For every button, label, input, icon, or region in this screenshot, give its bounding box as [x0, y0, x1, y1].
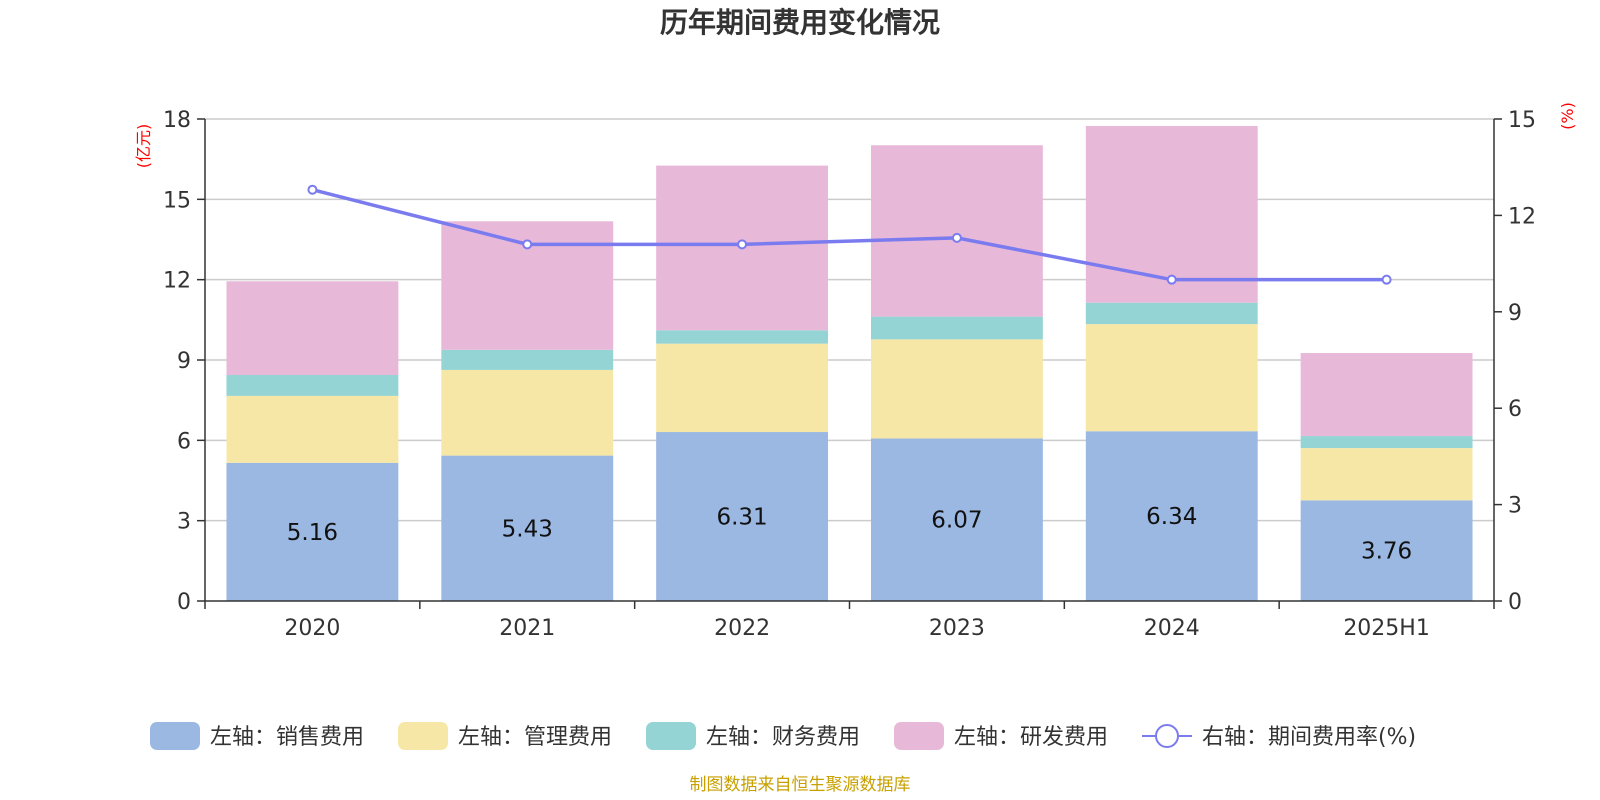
bar-value-label: 3.76 — [1361, 539, 1412, 565]
rate-line — [307, 184, 1392, 285]
grid — [205, 118, 1494, 522]
bar-segment-1 — [1085, 324, 1258, 432]
bar-value-label: 5.43 — [502, 516, 553, 542]
bar-value-label: 6.31 — [716, 505, 767, 531]
left-tick-label: 18 — [163, 108, 191, 133]
legend-swatch — [398, 722, 448, 750]
x-tick-label: 2023 — [929, 616, 985, 641]
bar-segment-2 — [1300, 436, 1473, 449]
right-tick-label: 6 — [1508, 397, 1522, 422]
legend-label: 右轴：期间费用率(%) — [1202, 725, 1416, 750]
rate-point — [1381, 274, 1392, 285]
right-tick-label: 0 — [1508, 590, 1522, 615]
x-tick-label: 2020 — [284, 616, 340, 641]
x-tick-label: 2021 — [499, 616, 555, 641]
legend-swatch — [894, 722, 944, 750]
rate-point — [951, 232, 962, 243]
rate-point — [1166, 274, 1177, 285]
bar-segment-3 — [870, 145, 1043, 317]
bar-segment-2 — [226, 374, 399, 396]
legend-swatch — [646, 722, 696, 750]
bar-segment-3 — [226, 281, 399, 375]
bar-segment-1 — [226, 395, 399, 463]
legend-label: 左轴：研发费用 — [954, 725, 1108, 750]
bar-segment-2 — [1085, 302, 1258, 325]
bar-segment-3 — [1085, 125, 1258, 303]
bar-segment-1 — [656, 343, 829, 433]
bar-segment-0 — [1300, 500, 1473, 601]
left-axis-unit: (亿元) — [134, 124, 153, 169]
bar-segment-0 — [870, 438, 1043, 601]
x-tick-label: 2022 — [714, 616, 770, 641]
bar-segment-2 — [441, 349, 614, 370]
bar-segment-0 — [1085, 431, 1258, 601]
right-tick-label: 15 — [1508, 108, 1536, 133]
bar-value-label: 5.16 — [287, 520, 338, 546]
bar-value-label: 6.34 — [1146, 504, 1197, 530]
right-tick-label: 12 — [1508, 204, 1536, 229]
bar-segment-2 — [656, 330, 829, 344]
legend-line-marker — [1155, 724, 1179, 748]
legend-swatch — [150, 722, 200, 750]
left-tick-label: 12 — [163, 269, 191, 294]
bar-segment-0 — [656, 432, 829, 601]
bar-segment-1 — [870, 339, 1043, 439]
chart-title: 历年期间费用变化情况 — [660, 6, 940, 39]
legend-label: 左轴：财务费用 — [706, 725, 860, 750]
left-tick-label: 15 — [163, 188, 191, 213]
axes: 0 3 6 9 12 15 18 0 3 6 9 12 15 2020 2021 2022 2023 2024 20… — [134, 102, 1577, 641]
bar-segment-0 — [226, 462, 399, 601]
data-labels: 5.16 5.43 6.31 6.07 6.34 3.76 — [287, 504, 1412, 565]
bar-value-label: 6.07 — [931, 508, 982, 534]
left-tick-label: 3 — [177, 510, 191, 535]
x-tick-label: 2024 — [1144, 616, 1200, 641]
bar-segment-1 — [441, 369, 614, 456]
right-tick-label: 9 — [1508, 301, 1522, 326]
rate-point — [737, 239, 748, 250]
rate-line-path — [311, 187, 1387, 282]
legend-label: 左轴：销售费用 — [210, 725, 364, 750]
left-tick-label: 6 — [177, 429, 191, 454]
left-tick-label: 0 — [177, 590, 191, 615]
bar-segment-3 — [1300, 353, 1473, 437]
bar-segment-2 — [870, 316, 1043, 340]
right-tick-label: 3 — [1508, 494, 1522, 519]
legend: 左轴：销售费用 左轴：管理费用 左轴：财务费用 左轴：研发费用 右轴：期间费用率(%) — [150, 722, 1416, 750]
left-tick-label: 9 — [177, 349, 191, 374]
right-axis-unit: (%) — [1558, 102, 1577, 130]
rate-point — [307, 184, 318, 195]
legend-label: 左轴：管理费用 — [458, 725, 612, 750]
bars — [226, 125, 1473, 601]
bar-segment-0 — [441, 455, 614, 601]
bar-segment-1 — [1300, 448, 1473, 501]
x-tick-label: 2025H1 — [1343, 616, 1430, 641]
source-note: 制图数据来自恒生聚源数据库 — [690, 775, 911, 795]
rate-point — [522, 239, 533, 250]
